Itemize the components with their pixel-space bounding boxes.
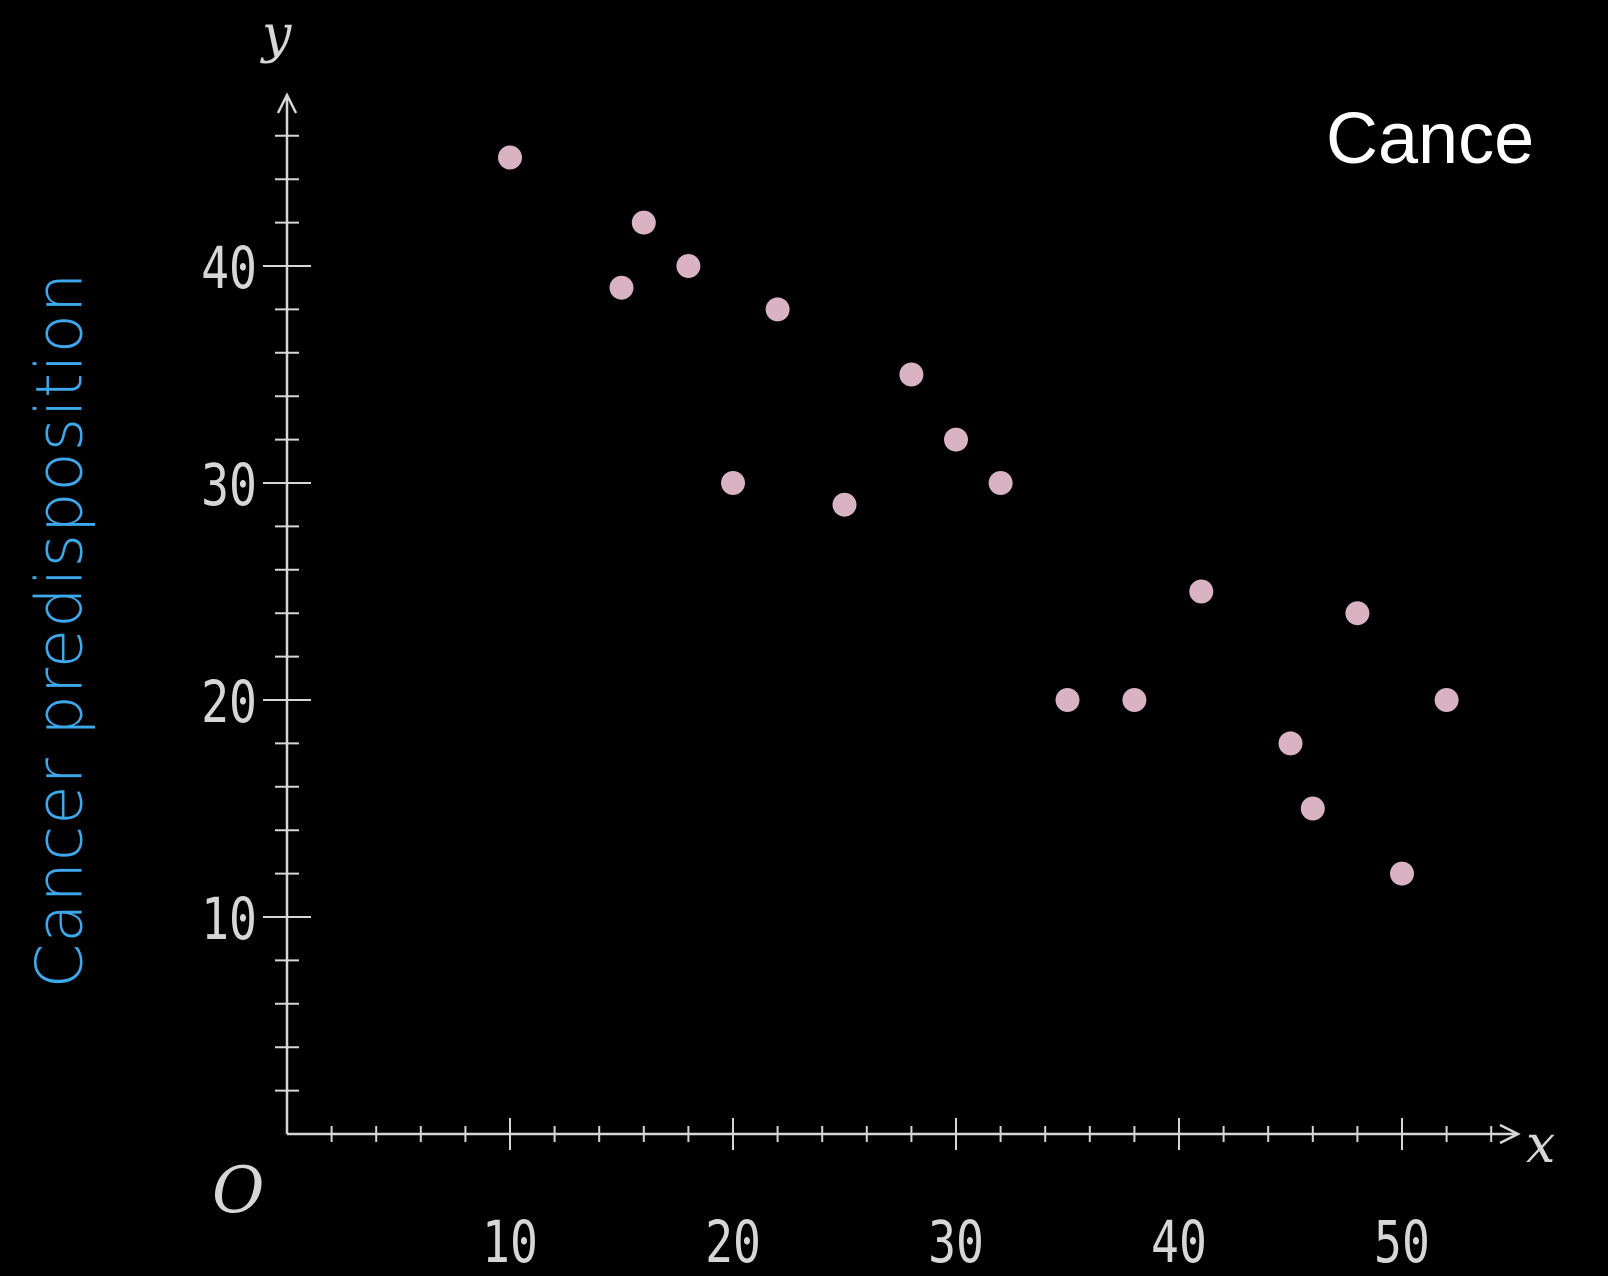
x-tick-label: 50 xyxy=(1374,1209,1430,1276)
x-tick-label: 20 xyxy=(705,1209,761,1276)
data-point xyxy=(498,145,522,170)
y-tick-label: 10 xyxy=(201,886,257,953)
y-axis-label: Cancer predisposition xyxy=(23,271,97,989)
x-tick-label: 40 xyxy=(1151,1209,1207,1276)
y-axis-name: y xyxy=(260,5,292,65)
data-point xyxy=(676,254,701,278)
x-axis-arrow xyxy=(1499,1123,1521,1145)
data-point xyxy=(832,492,857,517)
x-tick-label: 10 xyxy=(482,1209,538,1276)
y-tick-label: 20 xyxy=(201,669,257,736)
data-point xyxy=(721,471,745,495)
chart-title: Cance xyxy=(1326,99,1535,179)
data-point xyxy=(1345,601,1370,626)
data-point xyxy=(1055,688,1080,712)
data-point xyxy=(1278,731,1303,756)
data-point xyxy=(1189,579,1214,604)
data-point xyxy=(899,362,924,387)
data-point xyxy=(1122,688,1147,712)
data-point xyxy=(765,297,790,322)
data-point xyxy=(631,210,656,235)
data-point xyxy=(1300,796,1325,821)
y-tick-label: 40 xyxy=(201,235,257,302)
y-axis-arrow xyxy=(276,92,298,114)
data-point xyxy=(1390,861,1414,886)
origin-label: O xyxy=(212,1154,264,1228)
data-point xyxy=(944,427,968,452)
data-point xyxy=(1434,688,1459,712)
y-axis-label-container: Cancer predisposition xyxy=(22,260,98,1000)
x-tick-label: 30 xyxy=(928,1209,984,1276)
axes: 10 20 30 40 50 10 20 30 40 x y O xyxy=(201,5,1555,1276)
data-point xyxy=(609,275,634,300)
x-axis-name: x xyxy=(1526,1115,1555,1175)
data-point xyxy=(988,471,1013,495)
data-points xyxy=(498,145,1459,886)
y-tick-label: 30 xyxy=(201,452,257,519)
